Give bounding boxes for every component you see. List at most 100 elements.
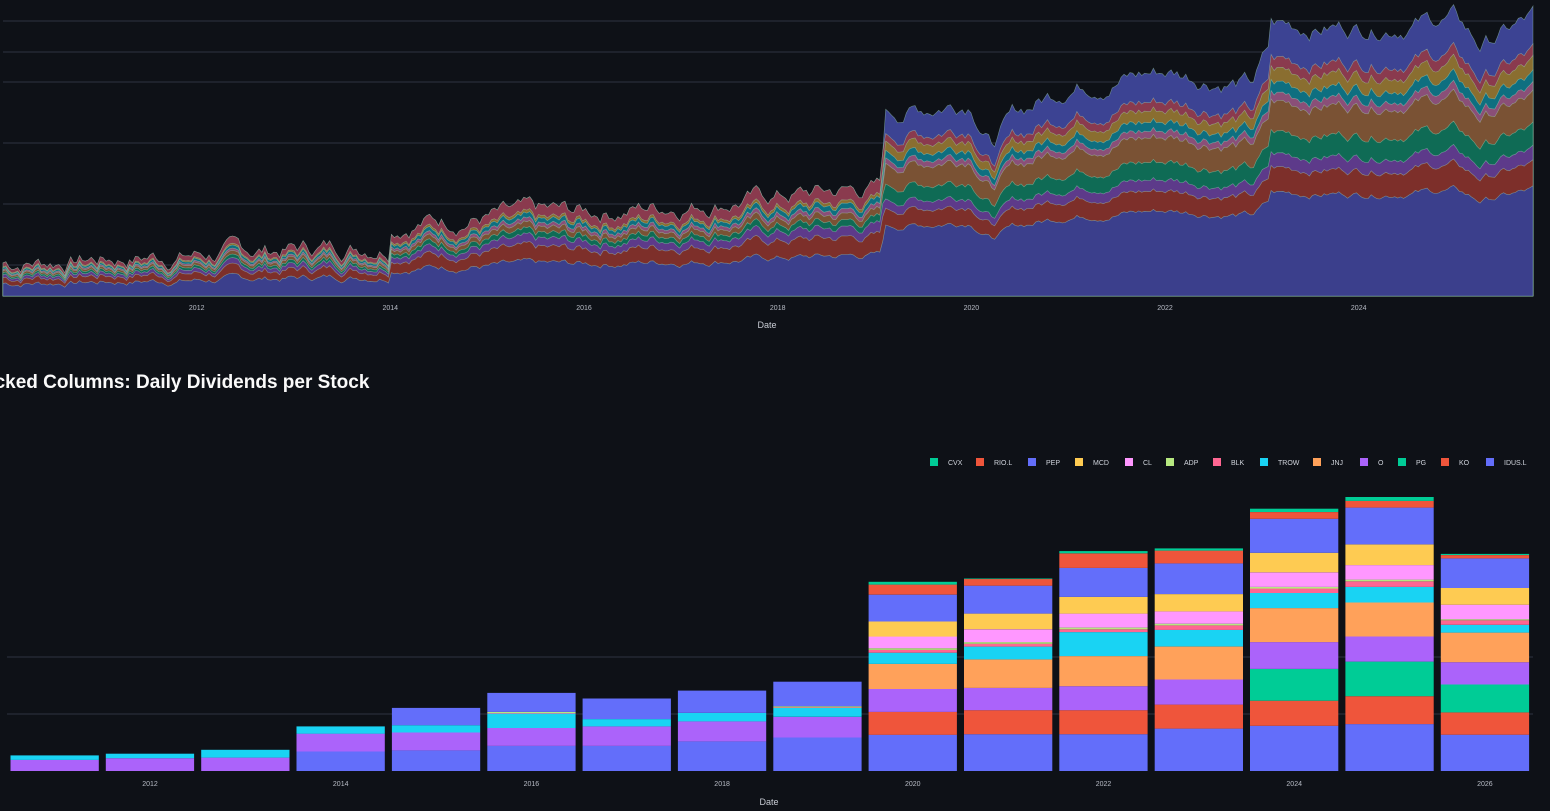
bar-segment <box>1154 728 1243 771</box>
legend-item-trow[interactable]: TROW <box>1260 458 1300 467</box>
bar-segment <box>10 755 99 760</box>
bar-segment <box>391 707 481 726</box>
bar-segment <box>1440 553 1530 555</box>
legend-label: PG <box>1416 460 1426 467</box>
legend-item-cvx[interactable]: CVX <box>930 458 963 467</box>
bar-segment <box>201 757 290 771</box>
bar-segment <box>1440 619 1530 621</box>
bar-segment <box>964 629 1053 643</box>
bar-segment <box>487 728 576 746</box>
bar-segment <box>1250 552 1339 573</box>
bar-segment <box>1440 620 1530 625</box>
legend-item-rio-l[interactable]: RIO.L <box>976 458 1012 467</box>
legend-item-mcd[interactable]: MCD <box>1075 458 1109 467</box>
legend-swatch <box>1313 458 1321 466</box>
bar-column-2022 <box>1059 551 1148 771</box>
x-tick-label: 2012 <box>189 305 205 312</box>
bar-segment <box>1059 686 1148 711</box>
bar-segment <box>1345 724 1434 771</box>
legend-swatch <box>930 458 938 466</box>
bar-segment <box>868 649 957 653</box>
legend-swatch <box>1213 458 1221 466</box>
x-tick-label: 2022 <box>1096 781 1112 788</box>
bar-segment <box>1345 507 1434 545</box>
legend-swatch <box>1360 458 1368 466</box>
bar-segment <box>1345 579 1434 582</box>
legend-item-o[interactable]: O <box>1360 458 1384 467</box>
stacked-column-chart: CVX RIO.L PEP MCD CL ADP BLK TROW JNJ O PG KO IDUS.L… <box>7 458 1533 807</box>
bar-segment <box>964 734 1053 771</box>
bar-segment <box>105 753 195 759</box>
chart-legend[interactable]: CVX RIO.L PEP MCD CL ADP BLK TROW JNJ O PG KO IDUS.L <box>930 458 1527 467</box>
bar-segment <box>868 711 957 735</box>
x-tick-label: 2016 <box>524 781 540 788</box>
bar-segment <box>487 745 576 771</box>
x-tick-label: 2022 <box>1157 305 1173 312</box>
bar-segment <box>296 726 385 734</box>
x-tick-label: 2018 <box>714 781 730 788</box>
legend-label: MCD <box>1093 460 1109 467</box>
x-tick-label: 2012 <box>142 781 158 788</box>
bar-segment <box>487 711 576 713</box>
legend-swatch <box>1028 458 1036 466</box>
bar-segment <box>1154 623 1243 626</box>
bar-column-2024 <box>1250 508 1339 771</box>
bar-column-2021 <box>964 578 1053 771</box>
x-tick-label: 2016 <box>576 305 592 312</box>
legend-item-jnj[interactable]: JNJ <box>1313 458 1343 467</box>
bar-segment <box>868 636 957 649</box>
bar-column-2015 <box>391 707 481 771</box>
bar-column-2013 <box>201 749 290 771</box>
bar-column-2025 <box>1345 497 1434 771</box>
legend-item-cl[interactable]: CL <box>1125 458 1152 467</box>
legend-label: RIO.L <box>994 460 1012 467</box>
legend-item-blk[interactable]: BLK <box>1213 458 1245 467</box>
bar-segment <box>1250 518 1339 553</box>
legend-label: KO <box>1459 460 1470 467</box>
legend-swatch <box>1075 458 1083 466</box>
bar-segment <box>964 579 1053 586</box>
bar-x-axis-title: Date <box>759 797 778 807</box>
bar-segment <box>1059 629 1148 633</box>
legend-item-pg[interactable]: PG <box>1398 458 1426 467</box>
bar-segment <box>1440 558 1530 588</box>
bar-segment <box>1059 596 1148 614</box>
bar-segment <box>1345 696 1434 725</box>
bar-segment <box>1440 712 1530 735</box>
bar-segment <box>1154 548 1243 551</box>
bar-segment <box>773 707 862 708</box>
bar-stacks <box>10 497 1530 771</box>
area-series-layers <box>2 4 1534 297</box>
bar-segment <box>1250 508 1339 512</box>
area-x-axis-title: Date <box>757 320 776 330</box>
bar-segment <box>1059 567 1148 597</box>
legend-item-idus-l[interactable]: IDUS.L <box>1486 458 1527 467</box>
bar-segment <box>964 643 1053 647</box>
bar-column-2019 <box>773 681 862 771</box>
bar-segment <box>868 663 957 689</box>
bar-segment <box>487 713 576 728</box>
legend-swatch <box>976 458 984 466</box>
bar-segment <box>1440 555 1530 559</box>
bar-segment <box>1154 563 1243 595</box>
area-series-layer <box>2 184 1534 297</box>
legend-item-ko[interactable]: KO <box>1441 458 1470 467</box>
bar-segment <box>964 642 1053 644</box>
bar-column-2014 <box>296 726 385 771</box>
bar-segment <box>773 737 862 771</box>
x-tick-label: 2020 <box>905 781 921 788</box>
legend-item-adp[interactable]: ADP <box>1166 458 1199 467</box>
bar-x-ticks: 2012 2014 2016 2018 2020 2022 2024 2026 <box>142 781 1493 788</box>
bar-segment <box>296 751 385 771</box>
bar-segment <box>677 690 767 713</box>
legend-swatch <box>1166 458 1174 466</box>
legend-swatch <box>1125 458 1133 466</box>
x-tick-label: 2020 <box>964 305 980 312</box>
x-tick-label: 2024 <box>1351 305 1367 312</box>
legend-item-pep[interactable]: PEP <box>1028 458 1060 467</box>
legend-swatch <box>1441 458 1449 466</box>
legend-label: JNJ <box>1331 460 1343 467</box>
bar-segment <box>1250 608 1339 643</box>
bar-segment <box>1250 725 1339 771</box>
bar-segment <box>1250 642 1339 669</box>
